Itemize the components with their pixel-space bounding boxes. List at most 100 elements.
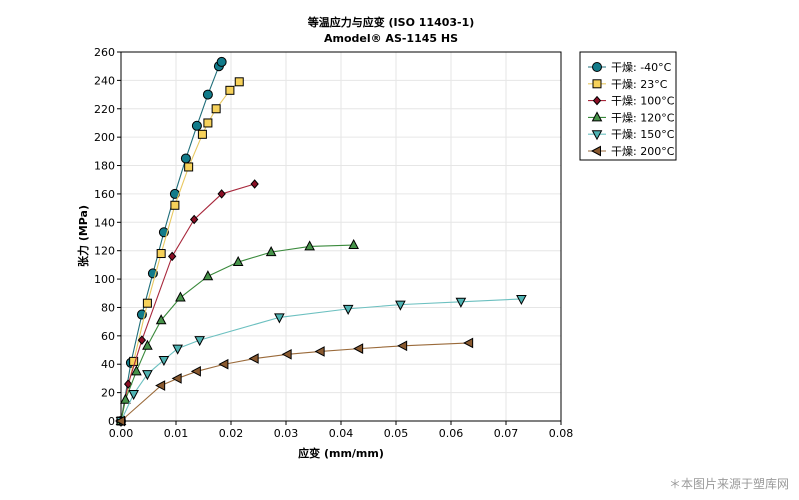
- y-tick-label: 120: [94, 245, 115, 258]
- data-point: [342, 304, 354, 315]
- data-point: [175, 291, 186, 302]
- grid-lines: [121, 52, 561, 421]
- data-point: [348, 238, 359, 250]
- data-point: [281, 348, 292, 360]
- x-tick-label: 0.01: [164, 427, 189, 440]
- series-line: [120, 342, 470, 422]
- data-point: [131, 365, 142, 376]
- y-tick-label: 60: [101, 330, 115, 343]
- data-point: [128, 390, 139, 401]
- data-point: [463, 337, 474, 349]
- x-axis-label: 应变 (mm/mm): [298, 446, 384, 460]
- data-point: [516, 294, 527, 306]
- y-tick-label: 180: [94, 160, 115, 173]
- legend-label: 干燥: 150°C: [611, 128, 675, 141]
- data-point: [248, 353, 259, 364]
- series-3: [116, 179, 259, 426]
- y-tick-label: 220: [94, 103, 115, 116]
- legend-marker: [590, 145, 601, 157]
- data-point: [123, 379, 133, 389]
- data-point: [190, 365, 201, 377]
- data-point: [155, 380, 166, 391]
- series-4: [115, 238, 359, 425]
- data-point: [191, 120, 202, 131]
- y-tick-label: 140: [94, 216, 115, 229]
- data-point: [202, 89, 213, 100]
- data-point: [142, 339, 153, 350]
- legend-entry: 干燥: 100°C: [588, 95, 675, 108]
- data-point: [232, 255, 244, 267]
- data-point: [137, 335, 147, 345]
- series-5: [115, 294, 527, 428]
- y-axis-label: 张力 (MPa): [76, 205, 90, 267]
- y-tick-label: 100: [94, 273, 115, 286]
- data-point: [120, 393, 131, 404]
- data-point: [184, 162, 194, 172]
- data-point: [171, 373, 182, 384]
- legend-entry: 干燥: 200°C: [588, 145, 675, 158]
- data-point: [194, 336, 205, 347]
- data-point: [234, 77, 244, 87]
- legend-label: 干燥: 120°C: [611, 111, 675, 124]
- y-tick-label: 20: [101, 387, 115, 400]
- data-point: [114, 415, 125, 427]
- data-point: [202, 270, 214, 281]
- data-point: [218, 358, 229, 370]
- series-layer: [114, 56, 527, 428]
- legend-marker: [591, 111, 603, 122]
- x-tick-label: 0.07: [494, 427, 519, 440]
- data-point: [203, 118, 213, 128]
- series-2: [116, 77, 244, 426]
- data-point: [189, 214, 199, 225]
- data-point: [250, 179, 259, 189]
- data-point: [167, 251, 177, 262]
- legend-marker: [592, 95, 602, 106]
- data-point: [216, 56, 227, 67]
- data-point: [142, 370, 153, 381]
- series-line: [120, 183, 255, 422]
- data-point: [353, 343, 364, 354]
- y-tick-label: 40: [101, 358, 115, 371]
- data-point: [158, 355, 170, 367]
- data-point: [180, 153, 191, 164]
- data-point: [197, 129, 207, 139]
- y-tick-label: 0: [108, 415, 115, 428]
- legend-entry: 干燥: 150°C: [588, 128, 675, 141]
- data-point: [395, 300, 406, 311]
- legend-entry: 干燥: 120°C: [588, 111, 675, 124]
- x-axis-ticks: 0.00 0.01 0.02 0.03 0.04 0.05 0.06 0.07 0.08: [109, 421, 574, 440]
- y-tick-label: 240: [94, 74, 115, 87]
- x-tick-label: 0.06: [439, 427, 464, 440]
- data-point: [304, 240, 315, 251]
- data-point: [142, 298, 152, 308]
- y-tick-label: 80: [101, 301, 115, 314]
- x-tick-label: 0.05: [384, 427, 409, 440]
- data-point: [397, 340, 408, 352]
- chart-title: 等温应力与应变 (ISO 11403-1): [307, 15, 475, 29]
- chart-subtitle: Amodel® AS-1145 HS: [324, 32, 458, 45]
- data-point: [155, 314, 167, 325]
- legend: 干燥: -40°C 干燥: 23°C 干燥: 100°C 干燥: 120°C 干燥: 1…: [579, 51, 677, 161]
- data-point: [172, 344, 183, 355]
- legend-marker: [591, 130, 603, 141]
- data-point: [156, 249, 166, 259]
- legend-label: 干燥: 200°C: [611, 145, 675, 158]
- series-6: [114, 337, 474, 427]
- y-tick-label: 160: [94, 188, 115, 201]
- legend-marker: [592, 62, 602, 72]
- y-axis-ticks: 0 20 40 60 80 100 120 140 160 180 200 220 240 260: [94, 46, 121, 428]
- y-tick-label: 200: [94, 131, 115, 144]
- legend-marker: [592, 79, 602, 89]
- data-point: [170, 200, 180, 210]
- legend-label: 干燥: 100°C: [611, 95, 675, 108]
- legend-label: 干燥: 23°C: [611, 78, 668, 91]
- x-tick-label: 0.08: [549, 427, 574, 440]
- data-point: [211, 104, 221, 114]
- x-tick-label: 0.02: [219, 427, 244, 440]
- x-tick-label: 0.00: [109, 427, 134, 440]
- data-point: [314, 346, 325, 357]
- data-point: [225, 85, 235, 95]
- x-tick-label: 0.04: [329, 427, 354, 440]
- legend-entry: 干燥: -40°C: [588, 61, 672, 74]
